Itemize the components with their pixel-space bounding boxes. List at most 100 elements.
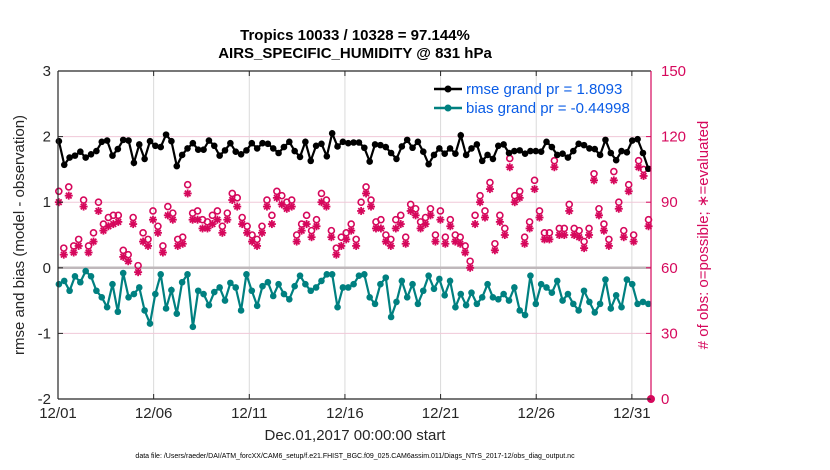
rmse-point <box>436 145 443 152</box>
obs-evaluated-stroke <box>565 207 573 215</box>
obs-evaluated-stroke <box>95 207 102 215</box>
rmse-point <box>462 151 470 159</box>
obs-evaluated-marker <box>134 268 143 277</box>
bias-point <box>194 287 202 295</box>
obs-evaluated-stroke <box>491 246 499 254</box>
obs-evaluated-marker <box>218 228 227 237</box>
y-tick-label: 3 <box>43 63 51 80</box>
bias-point <box>645 300 652 308</box>
rmse-point <box>553 151 561 159</box>
obs-evaluated-marker <box>376 224 385 233</box>
rmse-point <box>259 139 266 147</box>
bias-point <box>618 303 625 311</box>
rmse-point <box>398 143 406 150</box>
rmse-point <box>66 154 73 161</box>
right-y-tick-label: 150 <box>661 63 686 80</box>
legend-rmse-label: rmse grand pr = 1.8093 <box>466 81 622 98</box>
obs-evaluated-stroke <box>580 244 588 252</box>
bias-point <box>339 284 347 291</box>
bias-point <box>173 310 181 318</box>
rmse-point <box>484 151 491 159</box>
obs-evaluated-marker <box>257 228 266 237</box>
obs-evaluated-marker <box>144 241 153 250</box>
right-y-tick-label: 30 <box>661 325 678 342</box>
rmse-point <box>173 162 181 170</box>
obs-evaluated-stroke <box>65 192 73 200</box>
obs-possible-marker <box>268 211 276 220</box>
obs-evaluated-marker <box>480 213 489 222</box>
data-file-footnote: data file: /Users/raeder/DAI/ATM_forcXX/… <box>135 453 575 460</box>
bias-point <box>355 272 363 279</box>
rmse-point <box>516 147 524 154</box>
rmse-point <box>210 142 218 150</box>
bias-point <box>570 300 577 308</box>
x-tick-label: 12/26 <box>517 405 555 422</box>
obs-evaluated-stroke <box>258 229 266 237</box>
obs-evaluated-stroke <box>134 268 142 276</box>
rmse-point <box>152 142 159 150</box>
y-tick-label: 0 <box>43 260 51 277</box>
obs-evaluated-marker <box>322 202 331 211</box>
bias-point <box>366 294 373 301</box>
bias-point <box>494 295 502 303</box>
obs-evaluated-stroke <box>640 172 648 180</box>
bias-point <box>152 290 159 298</box>
obs-evaluated-stroke <box>293 238 301 246</box>
obs-evaluated-marker <box>604 241 613 250</box>
chart-title-line1: Tropics 10033 / 10328 = 97.144% <box>240 27 470 44</box>
bias-point <box>259 282 266 290</box>
bias-point <box>393 298 400 306</box>
obs-evaluated-stroke <box>184 189 192 197</box>
bias-point <box>269 292 277 300</box>
bias-point <box>543 284 550 291</box>
bias-point <box>114 308 122 316</box>
rmse-point <box>162 131 170 138</box>
rmse-point <box>634 135 641 143</box>
obs-evaluated-stroke <box>387 242 395 250</box>
x-tick-label: 12/01 <box>39 405 77 422</box>
obs-evaluated-stroke <box>337 242 345 250</box>
bias-series <box>55 267 652 331</box>
bias-point <box>87 273 95 280</box>
bias-point <box>312 284 320 291</box>
obs-evaluated-marker <box>153 228 162 237</box>
bias-point <box>403 294 411 301</box>
bias-point <box>436 275 443 283</box>
rmse-point <box>468 145 475 152</box>
rmse-point <box>446 145 454 152</box>
bias-point <box>237 307 245 314</box>
rmse-point <box>564 154 572 161</box>
rmse-point <box>623 149 631 156</box>
rmse-point <box>135 141 143 148</box>
right-y-tick-labels: 0 30 60 90 120 150 <box>661 63 686 408</box>
x-axis-label: Dec.01,2017 00:00:00 start <box>265 427 447 444</box>
bias-point <box>505 297 513 304</box>
obs-evaluated-stroke <box>630 238 638 246</box>
rmse-point <box>548 143 556 151</box>
obs-evaluated-stroke <box>461 249 469 256</box>
bias-point <box>210 288 218 296</box>
obs-evaluated-stroke <box>303 220 311 228</box>
legend: rmse grand pr = 1.8093 bias grand pr = -… <box>434 81 630 117</box>
y-tick-label: -2 <box>38 391 51 408</box>
obs-evaluated-stroke <box>129 220 137 228</box>
obs-possible-marker <box>357 198 365 206</box>
rmse-series <box>55 129 652 173</box>
obs-evaluated-marker <box>148 215 157 224</box>
obs-evaluated-marker <box>565 206 574 215</box>
bias-point <box>184 271 191 278</box>
rmse-point <box>130 159 138 167</box>
rmse-point <box>248 139 256 147</box>
x-tick-label: 12/11 <box>231 405 267 422</box>
obs-evaluated-marker <box>69 248 78 257</box>
bias-point <box>371 300 379 308</box>
rmse-point <box>146 137 154 145</box>
bias-point <box>639 298 647 306</box>
obs-possible-marker <box>183 180 192 189</box>
obs-evaluated-stroke <box>412 211 420 219</box>
obs-evaluated-marker <box>505 163 514 172</box>
rmse-point <box>645 165 652 173</box>
obs-evaluated-marker <box>411 211 420 220</box>
rmse-point <box>586 145 593 152</box>
rmse-point <box>393 155 400 163</box>
